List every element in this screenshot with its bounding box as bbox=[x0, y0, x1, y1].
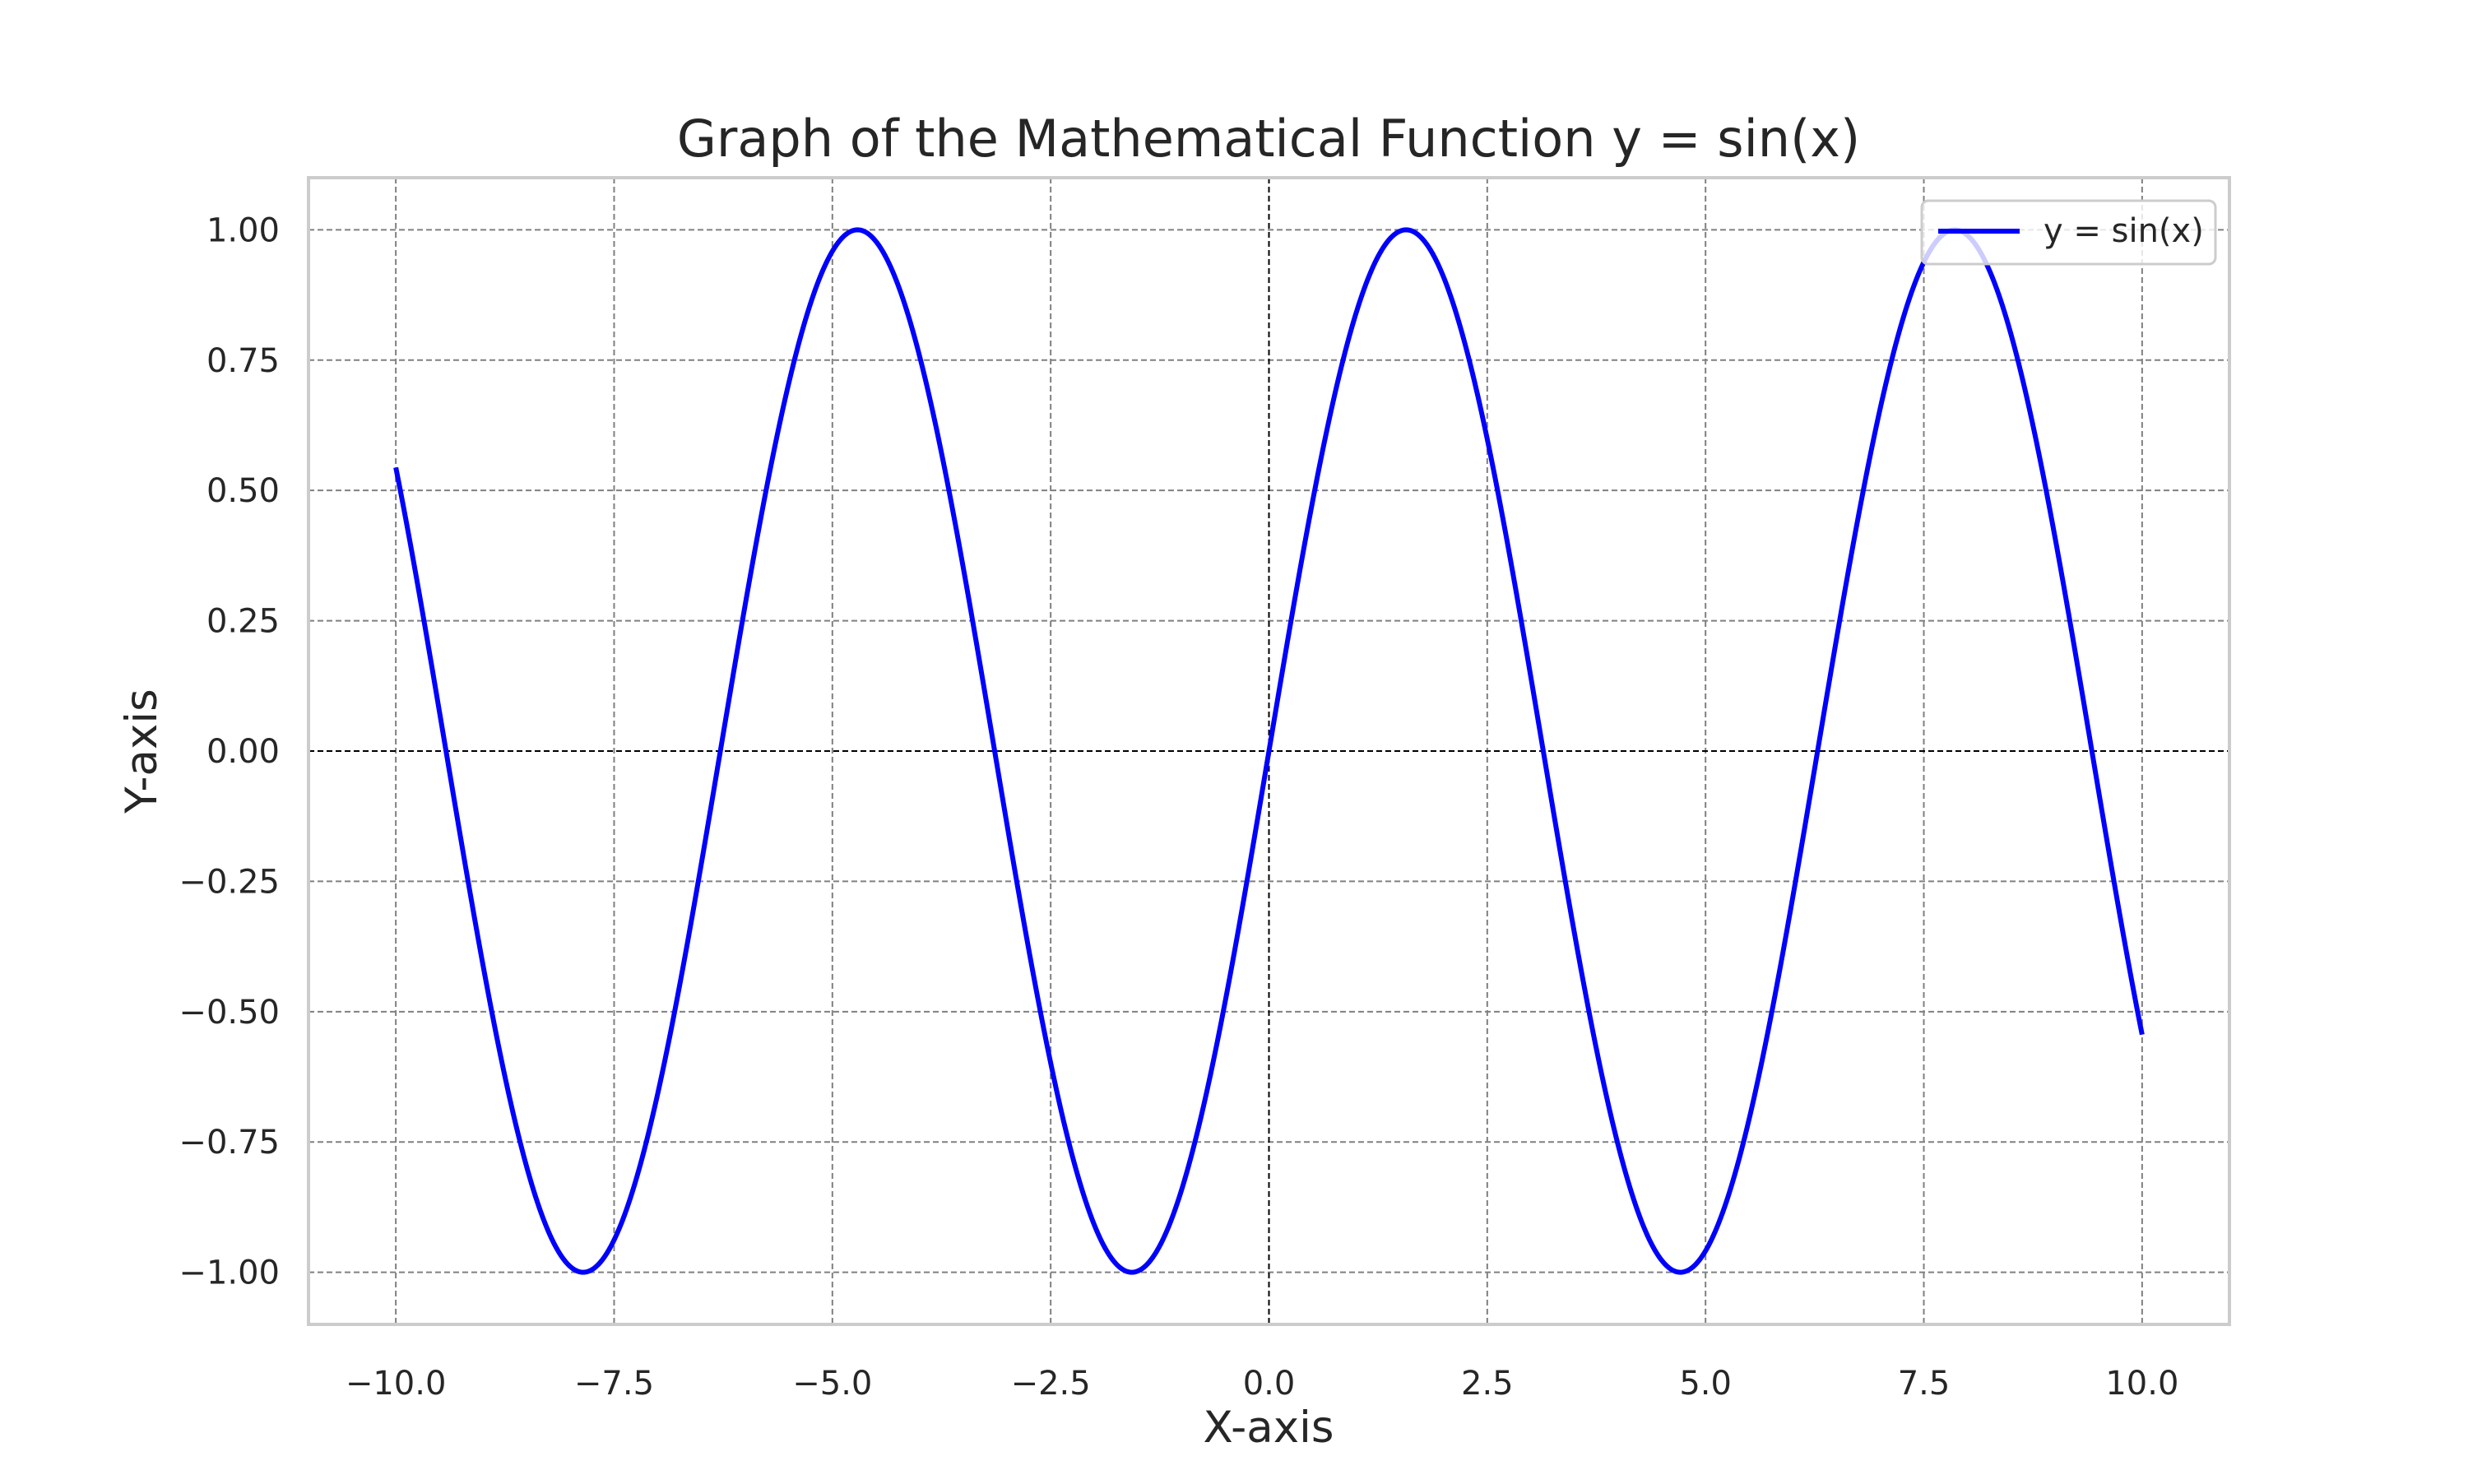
y-tick-label: −0.25 bbox=[179, 863, 280, 901]
x-tick-label: 5.0 bbox=[1679, 1365, 1732, 1403]
series-layer bbox=[393, 227, 2145, 1275]
y-tick-label: −0.75 bbox=[179, 1124, 280, 1162]
x-tick-label: 0.0 bbox=[1243, 1365, 1296, 1403]
legend-entry-label: y = sin(x) bbox=[2044, 212, 2204, 250]
y-tick-label: 0.75 bbox=[206, 342, 280, 380]
x-tick-label: −5.0 bbox=[792, 1365, 872, 1403]
y-tick-label: 0.50 bbox=[206, 472, 280, 510]
x-tick-label: −2.5 bbox=[1011, 1365, 1091, 1403]
y-tick-label: 0.25 bbox=[206, 603, 280, 641]
x-tick-label: −7.5 bbox=[574, 1365, 654, 1403]
y-tick-labels: −1.00 −0.75 −0.50 −0.25 0.00 0.25 0.50 0.75 1.00 bbox=[179, 211, 280, 1292]
chart-title: Graph of the Mathematical Function y = s… bbox=[677, 109, 1860, 169]
y-tick-label: 1.00 bbox=[206, 211, 280, 249]
y-tick-label: 0.00 bbox=[206, 733, 280, 771]
y-tick-label: −1.00 bbox=[179, 1254, 280, 1292]
x-tick-label: 10.0 bbox=[2105, 1365, 2178, 1403]
plot-frame bbox=[307, 176, 2231, 1326]
x-tick-label: 7.5 bbox=[1898, 1365, 1951, 1403]
x-tick-label: 2.5 bbox=[1461, 1365, 1514, 1403]
y-tick-label: −0.50 bbox=[179, 994, 280, 1032]
x-axis-title: X-axis bbox=[1204, 1403, 1334, 1453]
x-tick-labels: −10.0 −7.5 −5.0 −2.5 0.0 2.5 5.0 7.5 10.0 bbox=[346, 1365, 2179, 1403]
x-tick-label: −10.0 bbox=[346, 1365, 447, 1403]
y-axis-title: Y-axis bbox=[117, 689, 167, 814]
legend: y = sin(x) bbox=[1920, 199, 2217, 266]
legend-box bbox=[1920, 199, 2217, 266]
series-line-sin bbox=[393, 227, 2145, 1275]
